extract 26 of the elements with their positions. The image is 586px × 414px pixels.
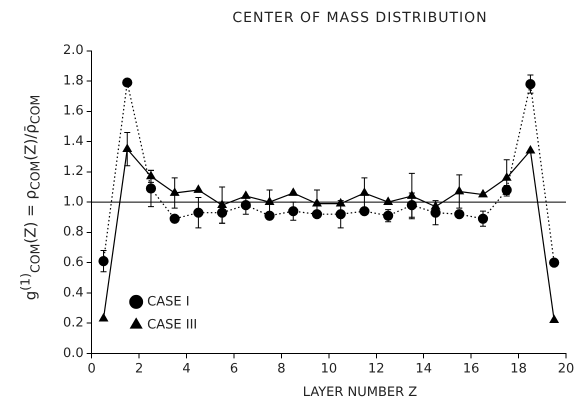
x-tick-label: 18 <box>510 362 527 377</box>
x-tick-label: 0 <box>88 362 96 377</box>
legend-label: CASE I <box>147 294 190 310</box>
y-tick-label: 0.2 <box>62 316 84 331</box>
x-tick-label: 16 <box>462 362 480 377</box>
x-axis-title: LAYER NUMBER Z <box>302 385 418 400</box>
legend-label: CASE III <box>147 317 198 332</box>
x-tick-label: 20 <box>558 362 574 377</box>
x-tick-label: 12 <box>368 362 385 377</box>
x-tick-label: 10 <box>320 362 338 377</box>
y-tick-label: 1.2 <box>62 164 84 180</box>
y-tick-label: 0.6 <box>62 254 84 270</box>
y-tick-label: 1.0 <box>62 194 84 210</box>
x-tick-label: 6 <box>230 362 238 377</box>
y-tick-label: 0.0 <box>62 346 84 361</box>
y-tick-label: 2.0 <box>62 43 84 58</box>
x-tick-label: 4 <box>182 362 191 377</box>
x-tick-label: 2 <box>134 362 144 377</box>
y-tick-label: 0.8 <box>62 224 84 240</box>
y-tick-label: 1.6 <box>62 104 84 119</box>
y-tick-label: 1.8 <box>62 73 84 88</box>
x-tick-label: 14 <box>415 362 432 377</box>
chart-title: CENTER OF MASS DISTRIBUTION <box>231 10 489 26</box>
y-tick-label: 1.4 <box>62 134 84 149</box>
x-tick-label: 8 <box>277 362 286 377</box>
y-tick-label: 0.4 <box>62 285 84 300</box>
